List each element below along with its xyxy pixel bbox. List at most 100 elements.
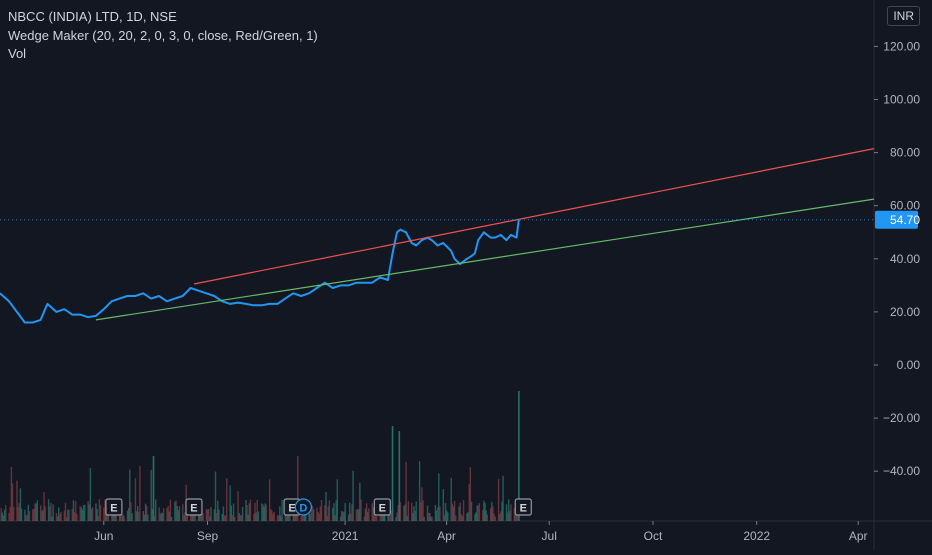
y-tick-label: 80.00 <box>890 146 920 160</box>
earnings-marker[interactable] <box>373 498 391 516</box>
volume-bar <box>501 501 503 521</box>
volume-bar <box>475 512 477 521</box>
volume-bar <box>201 512 203 521</box>
volume-bar <box>131 513 133 521</box>
earnings-marker[interactable] <box>105 498 123 516</box>
volume-bar <box>221 513 223 521</box>
volume-bar <box>320 499 323 521</box>
volume-bar <box>515 514 518 521</box>
volume-bar <box>356 508 359 521</box>
volume-bar <box>147 514 149 521</box>
volume-bar <box>122 514 124 521</box>
volume-bar <box>239 514 242 521</box>
volume-bar <box>445 510 448 521</box>
symbol-title[interactable]: NBCC (INDIA) LTD, 1D, NSE <box>8 9 177 24</box>
volume-bar <box>134 478 137 521</box>
indicator-label[interactable]: Wedge Maker (20, 20, 2, 0, 3, 0, close, … <box>8 27 318 43</box>
volume-bar <box>19 488 22 521</box>
volume-bar <box>184 512 186 521</box>
volume-bar <box>451 503 454 521</box>
volume-bar <box>233 516 236 521</box>
x-tick-label: 2022 <box>743 529 770 543</box>
volume-bar <box>492 506 494 521</box>
volume-bar <box>26 515 28 521</box>
dividend-marker[interactable] <box>294 498 312 516</box>
volume-bar <box>249 499 252 521</box>
volume-bar <box>341 510 343 521</box>
x-tick-label: Apr <box>437 529 456 543</box>
volume-bar <box>104 499 106 521</box>
volume-bar <box>64 502 67 521</box>
volume-bar <box>214 471 217 521</box>
volume-bar <box>138 512 140 521</box>
volume-bar <box>262 504 264 521</box>
volume-bar <box>175 500 177 521</box>
volume-bar <box>210 507 212 521</box>
volume-bar <box>237 491 239 521</box>
currency-button[interactable]: INR <box>887 6 920 26</box>
volume-label[interactable]: Vol <box>8 46 27 61</box>
volume-bar <box>115 511 117 521</box>
volume-bar <box>71 508 73 521</box>
volume-bar <box>189 511 192 521</box>
volume-bar <box>482 510 484 521</box>
volume-bar <box>72 500 75 521</box>
volume-bar <box>51 516 53 521</box>
volume-bar <box>466 513 468 521</box>
volume-bar <box>231 515 234 521</box>
volume-bar <box>431 516 433 521</box>
volume-bar <box>151 509 154 521</box>
earnings-marker[interactable] <box>185 498 203 516</box>
volume-bar <box>49 506 51 521</box>
volume-bar <box>476 505 478 521</box>
volume-bar <box>254 502 256 521</box>
volume-bar <box>508 499 510 521</box>
volume-bar <box>24 509 26 521</box>
y-tick-label: −20.00 <box>883 411 920 425</box>
volume-bar <box>325 491 327 521</box>
volume-bar <box>474 514 476 521</box>
volume-bar <box>247 514 249 521</box>
volume-bar <box>498 514 501 521</box>
volume-bar <box>9 506 11 521</box>
volume-bar <box>55 512 58 521</box>
volume-bar <box>376 516 378 521</box>
volume-bar <box>491 502 493 521</box>
volume-bar <box>88 504 90 521</box>
volume-bar <box>229 485 231 521</box>
volume-bar <box>3 509 6 521</box>
volume-bar <box>67 509 69 521</box>
volume-bar <box>452 506 455 521</box>
volume-bar <box>90 509 93 521</box>
volume-bar <box>312 509 315 521</box>
volume-bar <box>334 515 336 521</box>
volume-bar <box>20 508 23 521</box>
volume-bar <box>347 514 350 521</box>
volume-bar <box>309 514 311 521</box>
volume-bar <box>483 500 485 521</box>
volume-bar <box>468 483 470 521</box>
volume-bar <box>98 499 101 521</box>
volume-bar <box>142 510 145 521</box>
volume-bar <box>318 513 320 521</box>
volume-bar <box>509 511 511 521</box>
volume-bar <box>103 507 105 521</box>
volume-bar <box>336 479 338 521</box>
x-tick-label: Oct <box>644 529 663 543</box>
volume-bar <box>352 470 354 521</box>
earnings-marker[interactable] <box>514 498 532 516</box>
volume-bar <box>311 505 314 521</box>
volume-bar <box>129 469 131 521</box>
volume-bar <box>485 510 487 521</box>
volume-bar <box>302 513 305 521</box>
volume-bar <box>510 504 512 521</box>
volume-bar <box>513 507 516 521</box>
volume-bar <box>458 506 460 521</box>
volume-bar <box>261 503 263 521</box>
volume-bar <box>300 515 302 521</box>
volume-bar <box>373 512 376 521</box>
volume-bar <box>327 506 329 521</box>
volume-bar <box>421 487 423 521</box>
